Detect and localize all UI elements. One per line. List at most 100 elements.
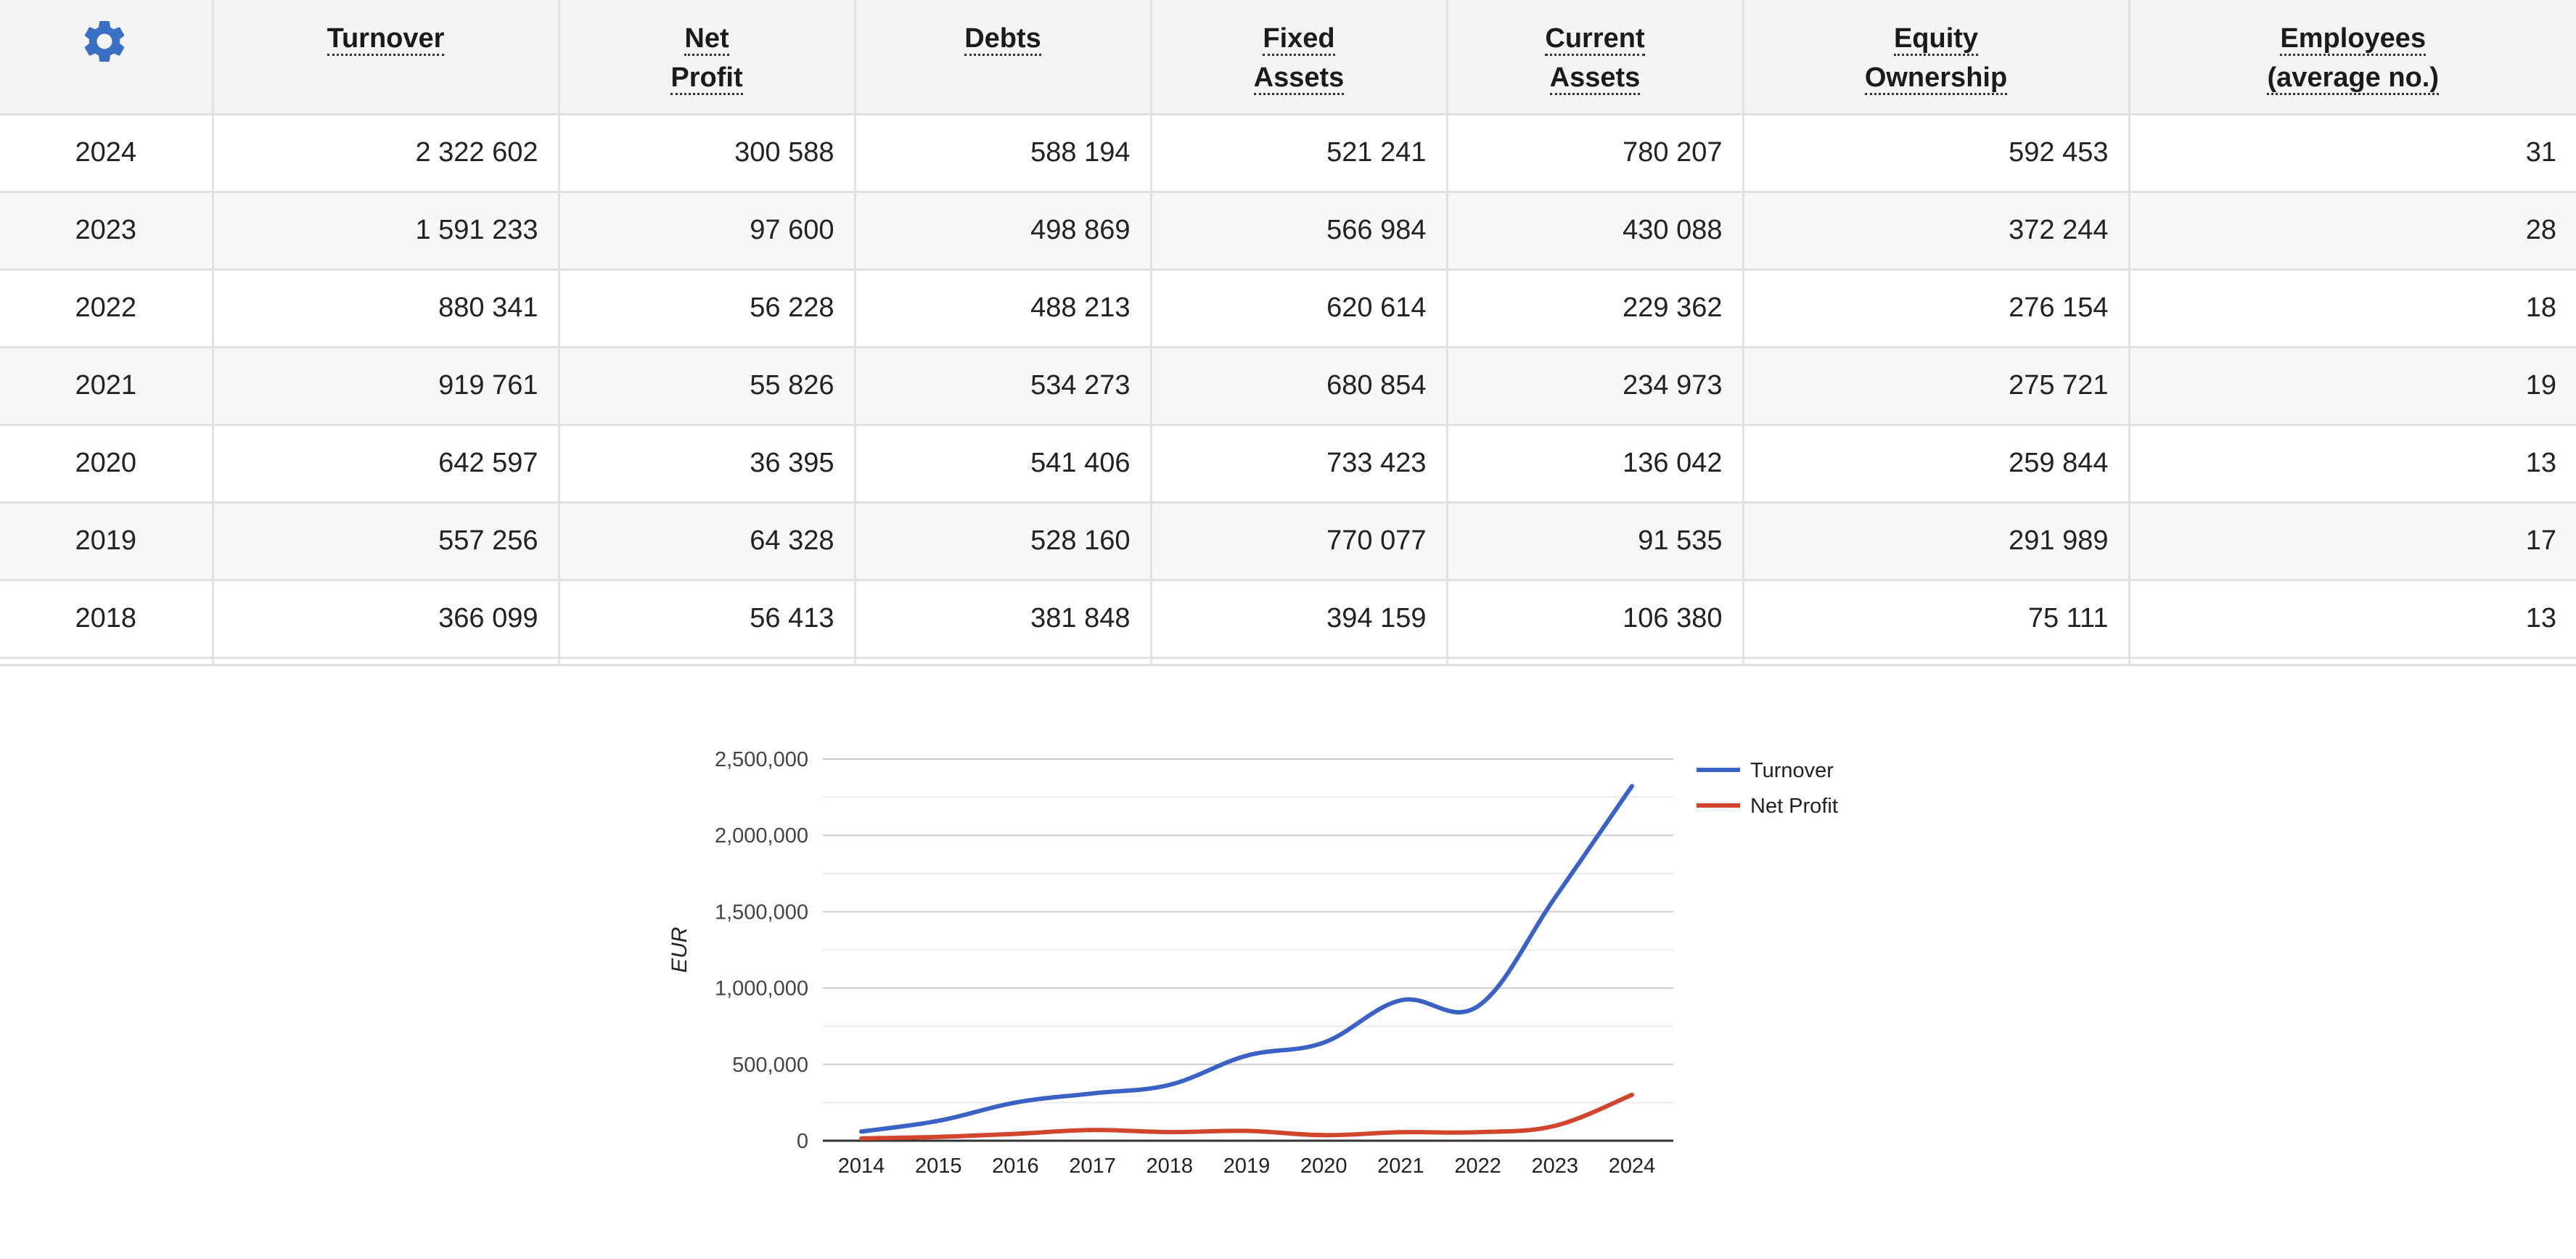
turnover-cell: 880 341 [213,269,560,348]
debts-cell: 528 160 [855,502,1152,581]
year-cell: 2024 [0,114,214,193]
current-assets-cell: 229 362 [1447,269,1744,348]
year-cell: 2020 [0,425,214,504]
data-point-net-profit [1244,1128,1249,1133]
net-profit-cell: 64 328 [559,502,856,581]
gear-icon[interactable] [79,16,130,67]
turnover-cell: 366 099 [213,580,560,659]
employees-cell: 28 [2129,192,2576,271]
equity-ownership-cell: 75 111 [1743,580,2130,659]
equity-ownership-cell: 276 154 [1743,269,2130,348]
year-cell: 2019 [0,502,214,581]
table-row: 2019 557 256 64 328 528 160 770 077 91 5… [0,502,2576,581]
x-tick-label: 2023 [1532,1155,1579,1178]
table-row-partial [0,657,2576,666]
x-tick-label: 2015 [915,1155,962,1178]
fixed-assets-cell: 394 159 [1151,580,1448,659]
table-row: 2020 642 597 36 395 541 406 733 423 136 … [0,425,2576,504]
year-cell: 2022 [0,269,214,348]
y-tick-label: 1,000,000 [715,977,808,1001]
fixed-assets-cell: 680 854 [1151,347,1448,426]
table-row: 2023 1 591 233 97 600 498 869 566 984 43… [0,192,2576,271]
turnover-cell: 642 597 [213,425,560,504]
data-point-net-profit [1013,1132,1017,1136]
current-assets-cell: 780 207 [1447,114,1744,193]
column-header-current-assets[interactable]: Current Assets [1447,0,1744,115]
data-point-turnover [1398,998,1403,1002]
year-cell: 2018 [0,580,214,659]
data-point-turnover [1630,784,1634,788]
legend-label: Turnover [1750,759,1834,782]
fixed-assets-cell: 733 423 [1151,425,1448,504]
year-cell: 2023 [0,192,214,271]
debts-cell: 588 194 [855,114,1152,193]
column-header-turnover[interactable]: Turnover [213,0,560,115]
legend-label: Net Profit [1750,795,1838,818]
legend-item-net-profit[interactable]: Net Profit [1697,795,1838,818]
debts-cell: 488 213 [855,269,1152,348]
debts-cell: 541 406 [855,425,1152,504]
x-tick-label: 2016 [992,1155,1039,1178]
equity-ownership-cell: 592 453 [1743,114,2130,193]
settings-cell [0,0,214,115]
equity-ownership-cell: 372 244 [1743,192,2130,271]
x-tick-label: 2017 [1069,1155,1116,1178]
data-point-net-profit [859,1136,864,1141]
column-header-debts[interactable]: Debts [855,0,1152,115]
data-point-turnover [936,1119,940,1123]
table-row: 2022 880 341 56 228 488 213 620 614 229 … [0,269,2576,348]
net-profit-cell: 300 588 [559,114,856,193]
current-assets-cell: 430 088 [1447,192,1744,271]
fixed-assets-cell: 521 241 [1151,114,1448,193]
data-point-net-profit [1476,1130,1480,1134]
data-point-net-profit [1321,1133,1326,1137]
y-tick-label: 2,500,000 [715,748,808,771]
column-header-equity-ownership[interactable]: Equity Ownership [1743,0,2130,115]
x-tick-label: 2021 [1377,1155,1424,1178]
turnover-cell: 2 322 602 [213,114,560,193]
y-tick-label: 0 [797,1130,808,1153]
net-profit-cell: 55 826 [559,347,856,426]
table-row: 2018 366 099 56 413 381 848 394 159 106 … [0,580,2576,659]
data-point-net-profit [1553,1123,1557,1128]
current-assets-cell: 91 535 [1447,502,1744,581]
x-tick-label: 2022 [1454,1155,1501,1178]
x-tick-label: 2014 [838,1155,885,1178]
column-header-net-profit[interactable]: Net Profit [559,0,856,115]
data-point-turnover [1168,1083,1172,1087]
employees-cell: 18 [2129,269,2576,348]
data-point-net-profit [1168,1130,1172,1134]
data-point-net-profit [1398,1130,1403,1134]
employees-cell: 17 [2129,502,2576,581]
x-tick-label: 2024 [1609,1155,1656,1178]
turnover-cell: 919 761 [213,347,560,426]
data-point-net-profit [936,1135,940,1139]
x-tick-label: 2020 [1300,1155,1348,1178]
employees-cell: 19 [2129,347,2576,426]
debts-cell: 498 869 [855,192,1152,271]
data-point-turnover [859,1129,864,1133]
employees-cell: 13 [2129,425,2576,504]
data-point-turnover [1244,1054,1249,1058]
year-cell: 2021 [0,347,214,426]
equity-ownership-cell: 291 989 [1743,502,2130,581]
net-profit-cell: 97 600 [559,192,856,271]
column-header-employees[interactable]: Employees (average no.) [2129,0,2576,115]
employees-cell: 13 [2129,580,2576,659]
data-point-net-profit [1630,1093,1634,1097]
fixed-assets-cell: 770 077 [1151,502,1448,581]
current-assets-cell: 106 380 [1447,580,1744,659]
equity-ownership-cell: 275 721 [1743,347,2130,426]
net-profit-cell: 56 413 [559,580,856,659]
data-point-turnover [1091,1091,1095,1096]
series-line-net-profit [859,1092,1634,1141]
debts-cell: 381 848 [855,580,1152,659]
series-line-turnover [859,784,1634,1134]
turnover-cell: 1 591 233 [213,192,560,271]
x-tick-label: 2018 [1147,1155,1194,1178]
column-header-fixed-assets[interactable]: Fixed Assets [1151,0,1448,115]
y-axis-title: EUR [668,927,692,972]
legend-item-turnover[interactable]: Turnover [1697,759,1834,782]
turnover-cell: 557 256 [213,502,560,581]
financial-table: Turnover Net Profit Debts Fixed Assets Cur… [0,0,2576,666]
